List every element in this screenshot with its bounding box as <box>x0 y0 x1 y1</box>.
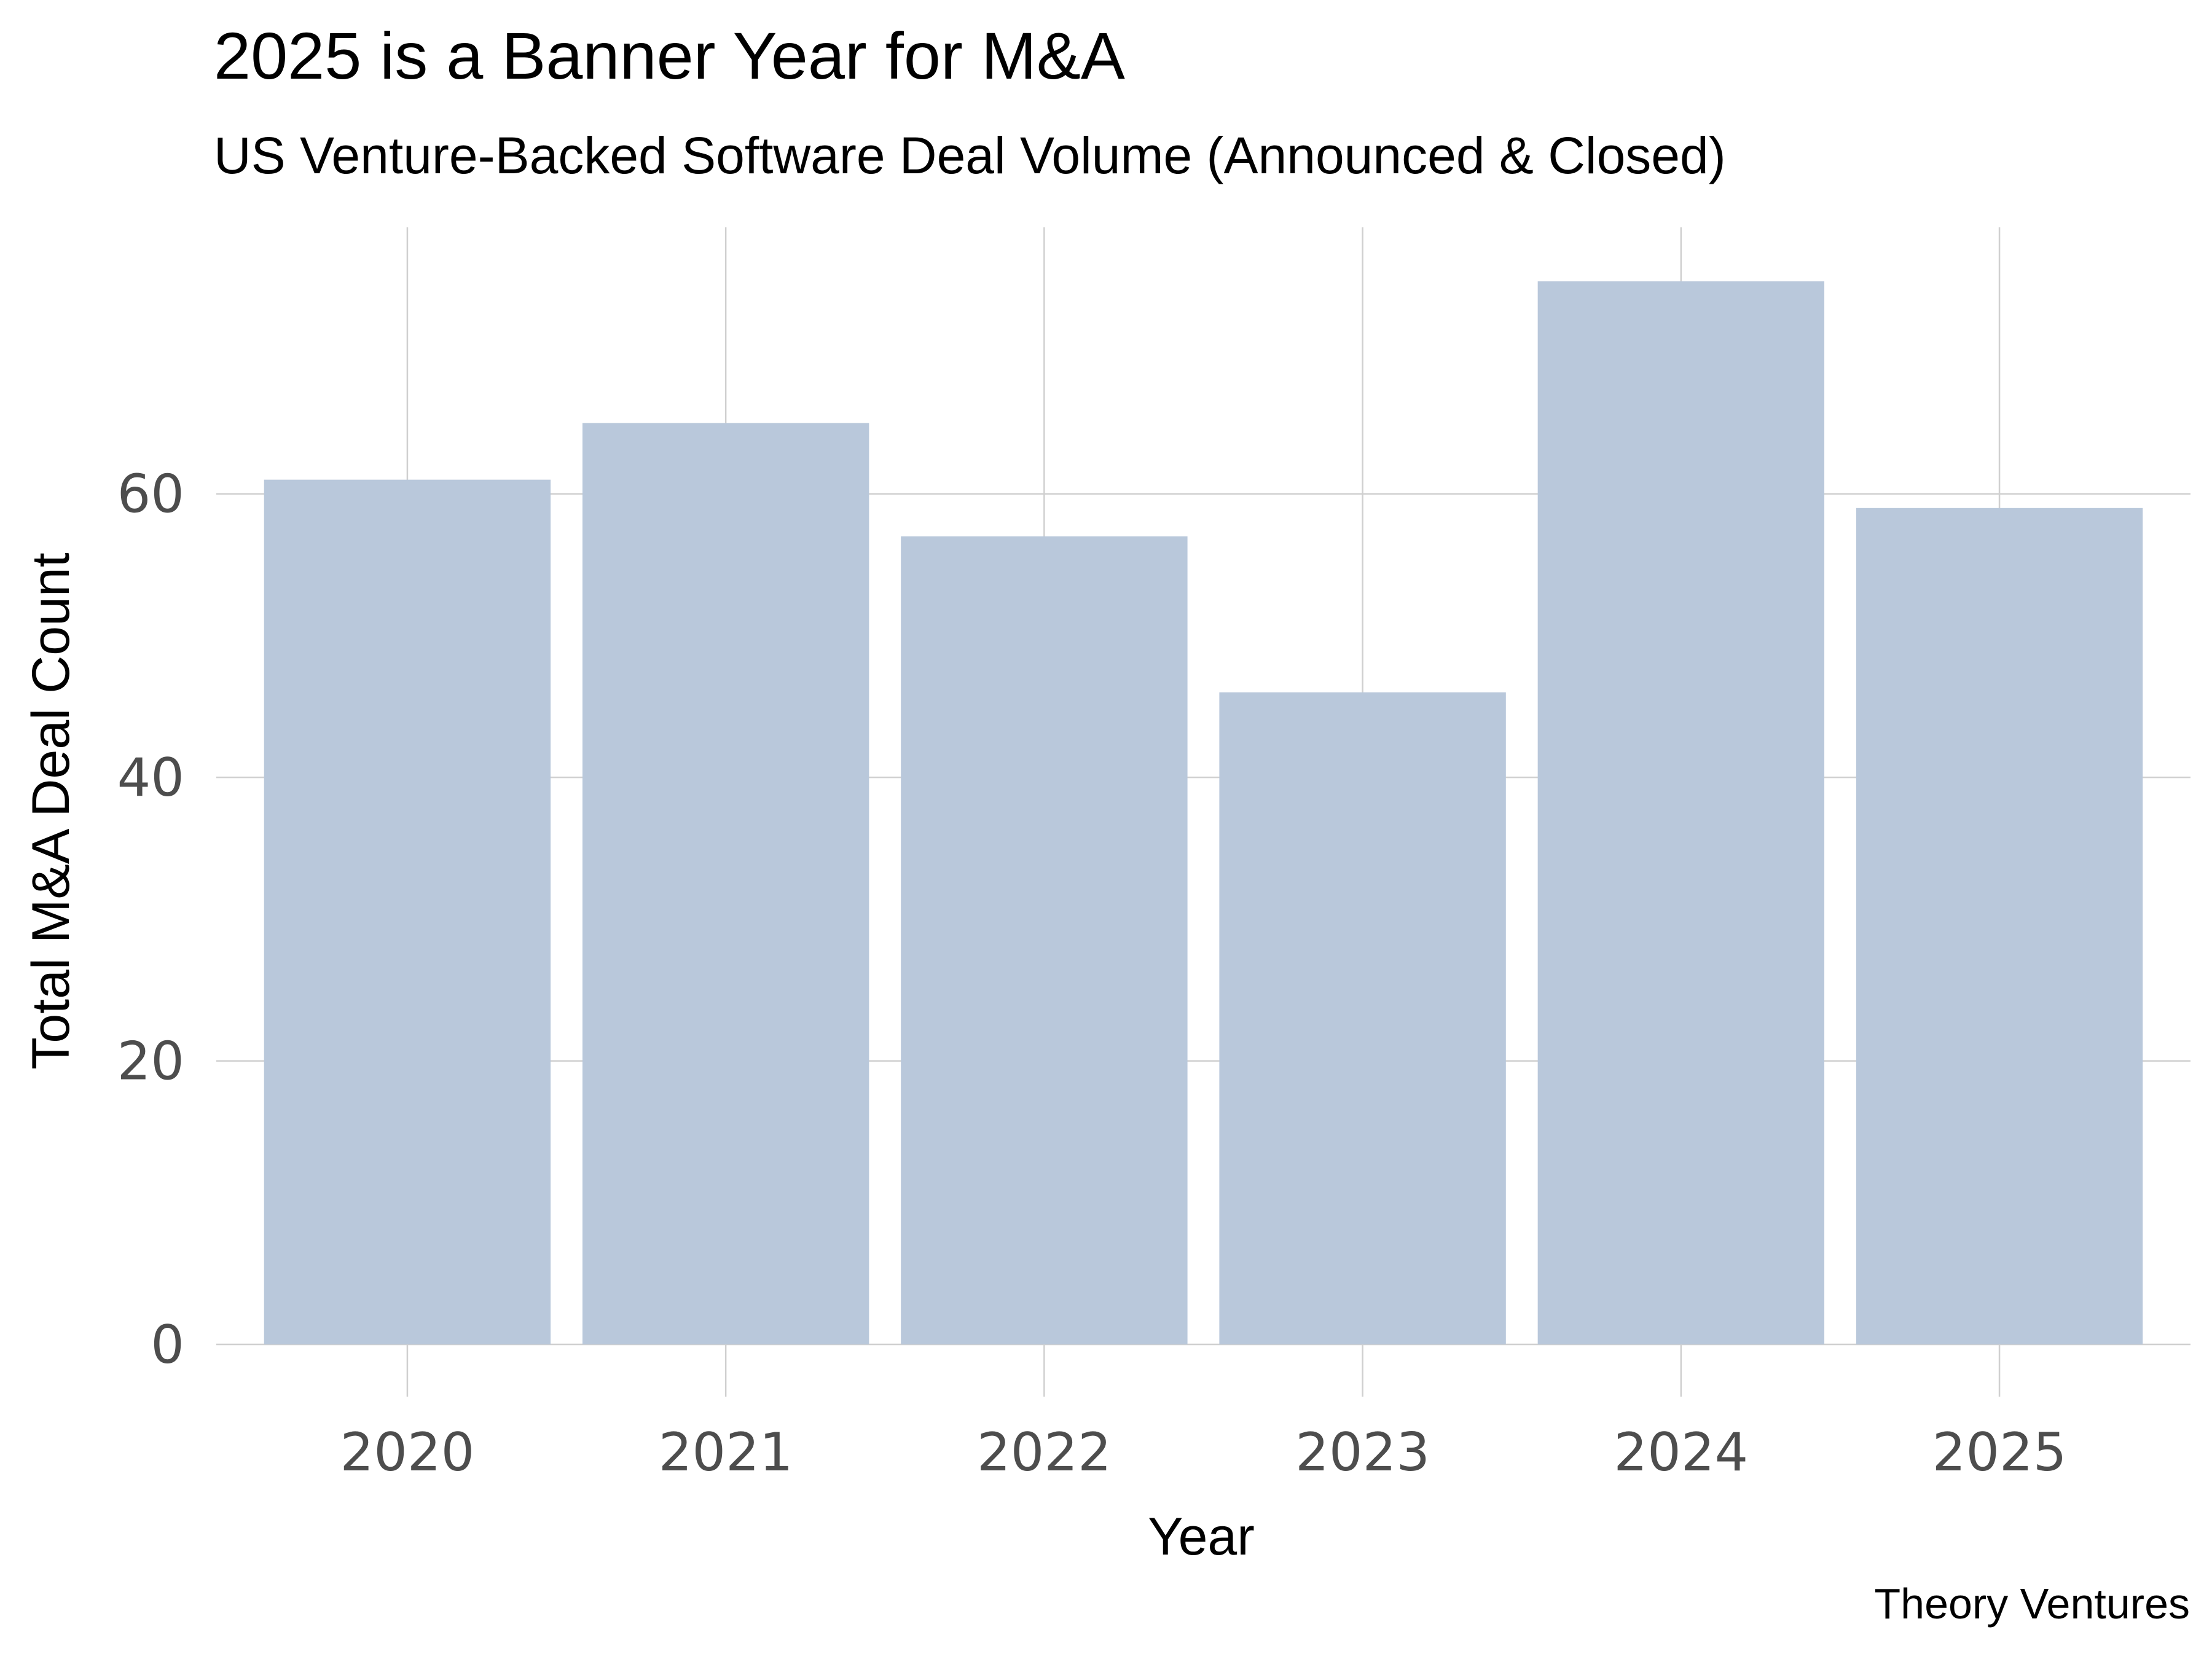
x-tick-label: 2024 <box>1614 1422 1748 1483</box>
bar-2023 <box>1219 692 1506 1344</box>
chart-subtitle: US Venture-Backed Software Deal Volume (… <box>214 127 1726 184</box>
bar-2022 <box>901 536 1188 1344</box>
y-tick-label: 60 <box>117 464 184 525</box>
bar-2020 <box>264 479 551 1344</box>
chart-title: 2025 is a Banner Year for M&A <box>214 18 1125 93</box>
y-tick-label: 40 <box>117 747 184 809</box>
bars <box>264 281 2143 1344</box>
y-tick-label: 0 <box>151 1314 184 1376</box>
y-axis-ticks: 0 20 40 60 <box>117 464 184 1376</box>
x-tick-label: 2025 <box>1932 1422 2067 1483</box>
y-tick-label: 20 <box>117 1031 184 1092</box>
source-caption: Theory Ventures <box>1874 1580 2190 1628</box>
x-tick-label: 2021 <box>659 1422 793 1483</box>
x-tick-label: 2020 <box>340 1422 474 1483</box>
x-axis-title: Year <box>1148 1507 1255 1566</box>
bar-2025 <box>1856 508 2143 1344</box>
bar-2024 <box>1537 281 1825 1344</box>
x-tick-label: 2022 <box>977 1422 1112 1483</box>
x-tick-label: 2023 <box>1295 1422 1430 1483</box>
bar-2021 <box>582 423 869 1344</box>
x-axis-ticks: 2020 2021 2022 2023 2024 2025 <box>340 1422 2066 1483</box>
y-axis-title: Total M&A Deal Count <box>22 552 80 1069</box>
